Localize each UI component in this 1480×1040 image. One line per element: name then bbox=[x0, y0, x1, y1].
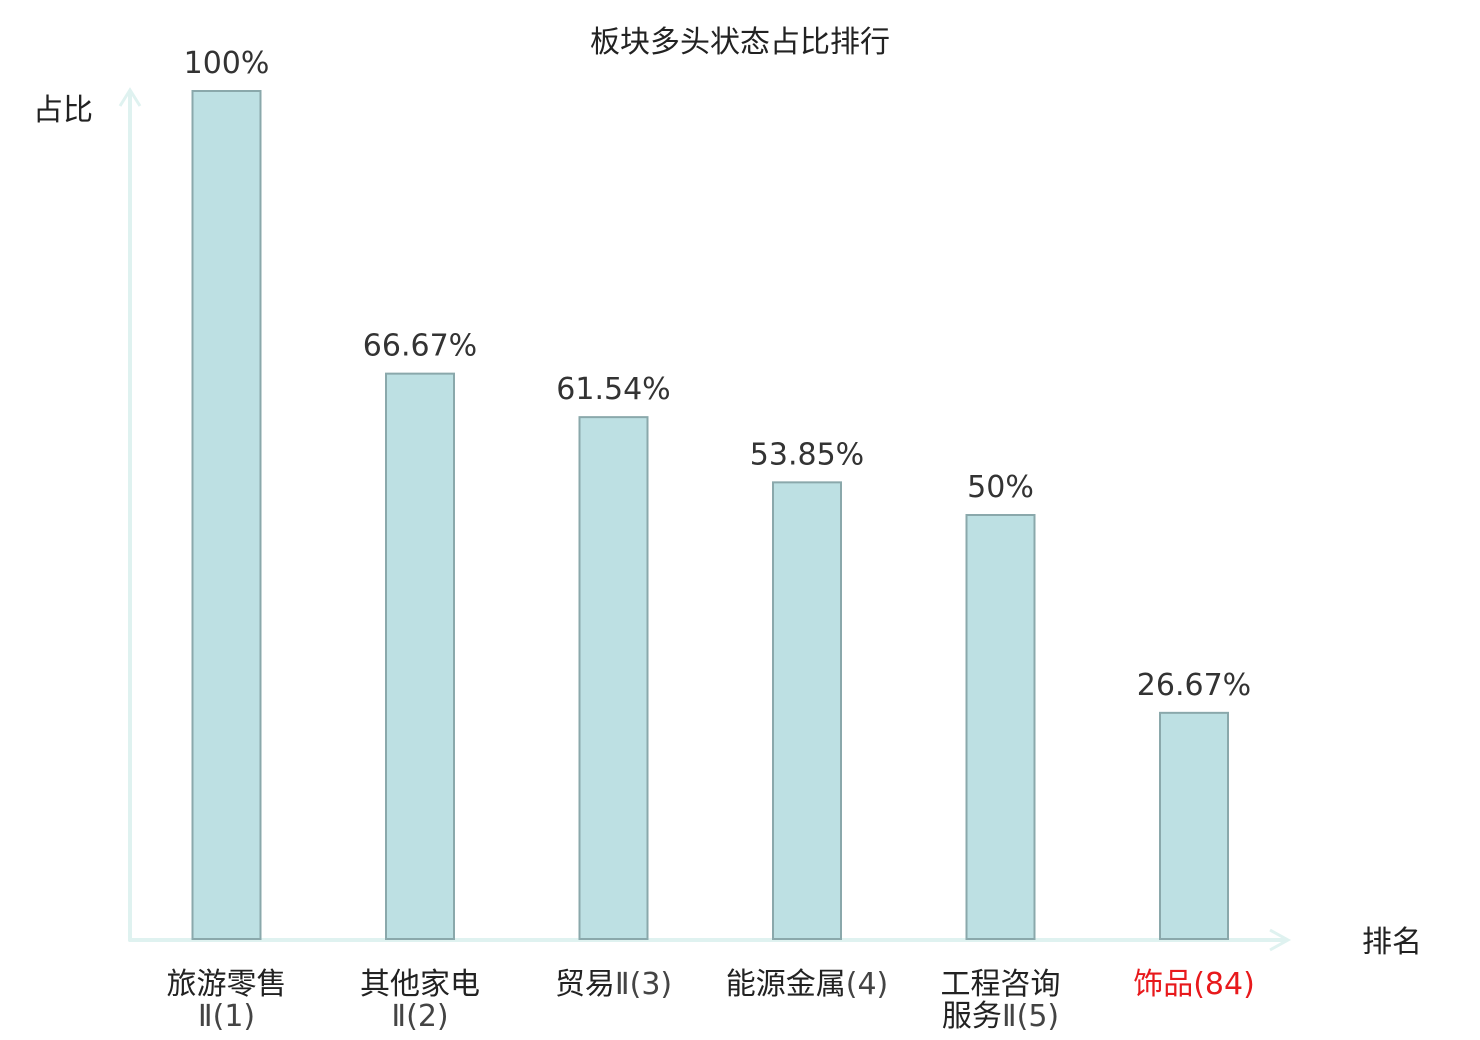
bar-1 bbox=[191, 90, 262, 940]
value-label-3: 61.54% bbox=[556, 372, 670, 407]
y-axis-arrow bbox=[118, 87, 142, 107]
x-tick-label-6: 饰品(84) bbox=[1133, 967, 1255, 1002]
x-axis-arrow bbox=[1269, 928, 1292, 952]
bars-group bbox=[191, 90, 1229, 940]
x-axis-label: 排名 bbox=[1362, 925, 1422, 960]
bar-6 bbox=[1159, 711, 1229, 940]
x-tick-name: 能源金属 bbox=[726, 967, 846, 1002]
x-tick-rank: Ⅱ(5) bbox=[1002, 999, 1059, 1034]
value-label-4: 53.85% bbox=[750, 437, 864, 472]
chart-title: 板块多头状态占比排行 bbox=[590, 25, 890, 60]
x-tick-label-4: 能源金属(4) bbox=[726, 967, 889, 1002]
x-tick-name: 饰品 bbox=[1133, 967, 1193, 1002]
value-label-5: 50% bbox=[967, 470, 1034, 505]
x-tick-name: 其他家电 bbox=[360, 967, 480, 1002]
x-tick-label-1: 旅游零售 Ⅱ(1) bbox=[167, 967, 287, 1034]
bar-2 bbox=[385, 372, 455, 940]
bar-4 bbox=[772, 481, 842, 940]
x-tick-label-3: 贸易Ⅱ(3) bbox=[555, 967, 672, 1002]
x-tick-rank: Ⅱ(1) bbox=[198, 999, 255, 1034]
x-tick-name: 工程咨询 bbox=[941, 967, 1061, 1002]
x-tick-label-2: 其他家电 Ⅱ(2) bbox=[360, 967, 480, 1034]
x-tick-name-line-2: 服务 bbox=[942, 999, 1002, 1034]
x-tick-rank: (4) bbox=[846, 967, 889, 1002]
value-label-1: 100% bbox=[184, 46, 270, 81]
bar-3 bbox=[578, 416, 649, 940]
x-tick-name: 贸易 bbox=[555, 967, 615, 1002]
x-tick-rank: Ⅱ(3) bbox=[615, 967, 672, 1002]
value-label-2: 66.67% bbox=[363, 329, 477, 364]
x-tick-label-5: 工程咨询服务Ⅱ(5) bbox=[941, 967, 1061, 1034]
category-labels-group: 旅游零售 Ⅱ(1) 其他家电 Ⅱ(2) 贸易Ⅱ(3) 能源金属(4) 工程咨询服务Ⅱ(5) 饰… bbox=[167, 967, 1255, 1034]
y-axis-label: 占比 bbox=[33, 93, 93, 128]
x-tick-rank: Ⅱ(2) bbox=[391, 999, 448, 1034]
x-tick-name: 旅游零售 bbox=[167, 967, 287, 1002]
value-labels-group: 100% 66.67% 61.54% 53.85% 50% 26.67% bbox=[184, 46, 1252, 703]
value-label-6: 26.67% bbox=[1137, 668, 1251, 703]
chart-axes bbox=[118, 87, 1292, 952]
bar-5 bbox=[965, 514, 1036, 940]
x-tick-rank: (84) bbox=[1193, 967, 1255, 1002]
